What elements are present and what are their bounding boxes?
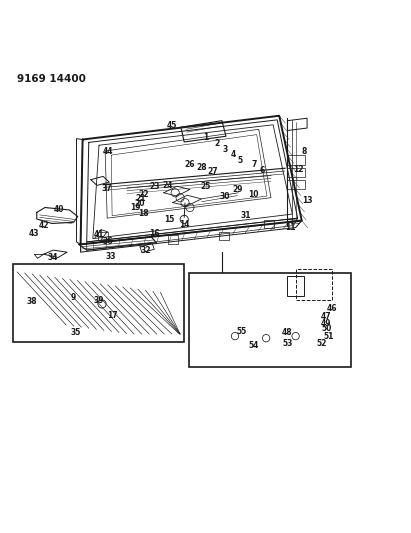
Text: 49: 49 [321, 319, 332, 327]
Text: 1: 1 [203, 133, 208, 142]
Text: 35: 35 [70, 328, 81, 336]
Text: 6: 6 [259, 166, 265, 175]
Bar [189, 273, 351, 367]
Text: 54: 54 [249, 341, 259, 350]
Text: 47: 47 [321, 312, 332, 321]
Bar [287, 180, 305, 189]
Text: 5: 5 [238, 156, 243, 165]
Text: 2: 2 [215, 139, 219, 148]
Text: 25: 25 [200, 182, 211, 191]
Bar [287, 156, 305, 165]
Text: 12: 12 [293, 165, 304, 174]
Text: 11: 11 [286, 223, 296, 232]
Text: 18: 18 [138, 209, 148, 218]
Text: 16: 16 [150, 229, 160, 238]
Text: 26: 26 [185, 160, 195, 169]
Text: 38: 38 [27, 297, 37, 306]
Text: 20: 20 [134, 198, 144, 207]
Text: 8: 8 [301, 147, 307, 156]
Text: 22: 22 [138, 190, 148, 199]
Text: 19: 19 [130, 204, 140, 213]
Text: 21: 21 [136, 195, 146, 204]
Text: 39: 39 [94, 296, 104, 304]
Text: 45: 45 [167, 120, 177, 130]
Text: 50: 50 [322, 324, 332, 333]
Text: 40: 40 [53, 206, 64, 214]
Text: 44: 44 [103, 147, 113, 156]
Text: 51: 51 [323, 332, 334, 341]
Text: 42: 42 [39, 221, 49, 230]
Bar [296, 269, 332, 300]
Text: 43: 43 [29, 229, 39, 238]
Bar [168, 236, 178, 244]
Text: 24: 24 [163, 181, 173, 190]
Bar [287, 168, 305, 177]
Text: 28: 28 [196, 163, 207, 172]
Text: 10: 10 [249, 190, 259, 199]
Text: 30: 30 [220, 192, 231, 201]
Text: 34: 34 [48, 253, 58, 262]
Text: 52: 52 [316, 339, 327, 348]
Text: 36: 36 [103, 237, 113, 246]
Text: 23: 23 [149, 182, 159, 191]
Text: 13: 13 [302, 197, 312, 205]
Text: 15: 15 [164, 215, 175, 224]
Text: 48: 48 [281, 328, 292, 336]
Text: 46: 46 [326, 304, 337, 313]
Text: 9169 14400: 9169 14400 [17, 74, 86, 84]
Text: 14: 14 [179, 220, 189, 229]
Text: 55: 55 [236, 327, 247, 336]
Text: 53: 53 [282, 339, 293, 348]
Text: 31: 31 [240, 211, 251, 220]
Text: 32: 32 [141, 246, 151, 255]
Text: 4: 4 [231, 150, 236, 159]
Text: 9: 9 [71, 293, 76, 302]
Bar [264, 220, 274, 228]
Text: 27: 27 [208, 167, 218, 176]
Bar [287, 276, 304, 296]
Text: 7: 7 [252, 160, 257, 169]
Text: 17: 17 [107, 311, 118, 320]
Text: 41: 41 [94, 230, 104, 239]
Text: 3: 3 [222, 145, 228, 154]
Bar [13, 264, 184, 342]
Bar [219, 232, 229, 240]
Text: 29: 29 [232, 185, 243, 194]
Text: 37: 37 [101, 184, 112, 193]
Bar [98, 232, 108, 240]
Text: 33: 33 [105, 252, 116, 261]
